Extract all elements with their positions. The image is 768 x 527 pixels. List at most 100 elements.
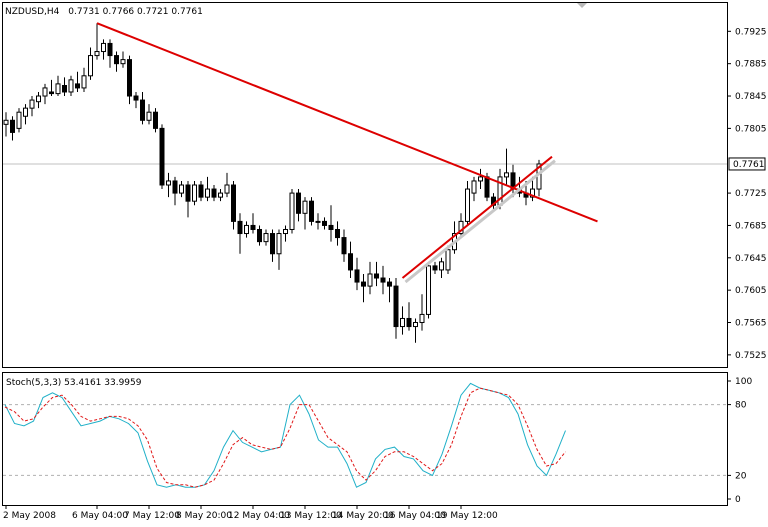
candle [185,180,191,218]
candle [276,229,282,270]
time-tick-label: 6 May 04:00 [72,511,128,521]
candle-body-bear [75,83,80,89]
stochastic-main-line [4,382,566,488]
candle-body-bull [302,200,308,214]
candle [101,39,106,60]
candle [250,213,256,234]
time-tick-label: 12 May 04:00 [228,511,290,521]
candle [309,197,314,226]
candle [432,261,438,274]
candle-body-bear [270,233,275,255]
candle-body-bear [159,127,165,186]
candle [458,213,464,238]
time-tick-label: 16 May 04:00 [384,511,446,521]
stochastic-tick-label: 20 [735,471,747,481]
time-tick-label: 14 May 20:00 [332,511,394,521]
candle-body-bull [16,111,22,129]
candle-body-bear [484,176,490,198]
candle [16,108,22,133]
time-tick-label: 13 May 12:00 [280,511,342,521]
candle [140,91,145,125]
candle-body-bull [36,95,41,103]
candle [88,47,93,80]
candle-body-bull [471,180,477,194]
candle-body-bull [426,265,431,315]
candle [198,180,204,202]
candle [341,229,347,262]
candle-body-bear [257,228,262,243]
candle [413,318,418,343]
candle [335,221,340,246]
candle [237,213,243,254]
candle-body-bear [127,59,132,97]
shift-marker-icon[interactable] [577,3,587,8]
candle-body-bear [211,188,217,198]
price-tick-label: 0.7885 [735,60,767,70]
candle [374,261,379,287]
candle [393,278,399,339]
candle [439,257,444,279]
candle-body-bear [432,265,438,271]
candle-body-bear [380,277,386,283]
candle [36,91,41,109]
candle-body-bear [374,273,379,279]
candle [224,172,230,198]
candle-body-bull [218,192,223,198]
candle [328,205,334,242]
candle-body-bear [361,281,366,287]
candle [296,189,301,222]
trendline-shadow [404,159,556,284]
candle [55,75,61,97]
candle-body-bear [231,184,236,222]
candle [426,261,431,319]
candle [289,189,295,234]
candle-body-bear [133,95,139,101]
candle [166,172,171,198]
price-tick-label: 0.7565 [735,319,767,329]
candle [478,168,483,190]
candle-body-bear [406,317,412,328]
candle [205,176,210,202]
candle [348,241,353,279]
candle [120,51,126,68]
candle [263,229,269,246]
candle [367,261,373,295]
candle-body-bull [478,176,483,182]
stochastic-signal-line [4,387,566,488]
candle-body-bear [387,281,392,287]
candle-body-bull [504,172,509,178]
candle-body-bear [198,184,204,198]
candle [445,245,451,274]
candle-body-bull [445,249,451,271]
stochastic-tick-label: 0 [735,495,741,505]
candle-body-bull [458,220,464,235]
candle-body-bear [237,220,243,235]
candle-body-bear [62,85,67,93]
candle [361,273,366,303]
candle-body-bull [120,59,126,65]
candle [153,108,158,133]
time-tick-label: 19 May 12:00 [436,511,498,521]
candle-body-bull [23,107,28,117]
candle [419,294,425,331]
candle [387,278,392,303]
candle-body-bear [114,55,119,65]
candle-body-bull [81,75,87,89]
stochastic-panel [2,372,728,506]
candle-body-bear [10,119,15,133]
candle [172,176,178,206]
price-tick-label: 0.7525 [735,351,767,361]
price-panel [2,2,728,368]
candle [68,75,74,97]
trendline[interactable] [401,155,553,279]
candle-body-bull [101,42,106,53]
candle [354,257,360,291]
candle-body-bull [94,51,100,57]
time-tick-label: 8 May 20:00 [176,511,232,521]
candle [465,180,470,226]
candle-body-bear [348,253,353,271]
price-tick-label: 0.7645 [735,254,767,264]
candle-body-bull [413,322,418,328]
